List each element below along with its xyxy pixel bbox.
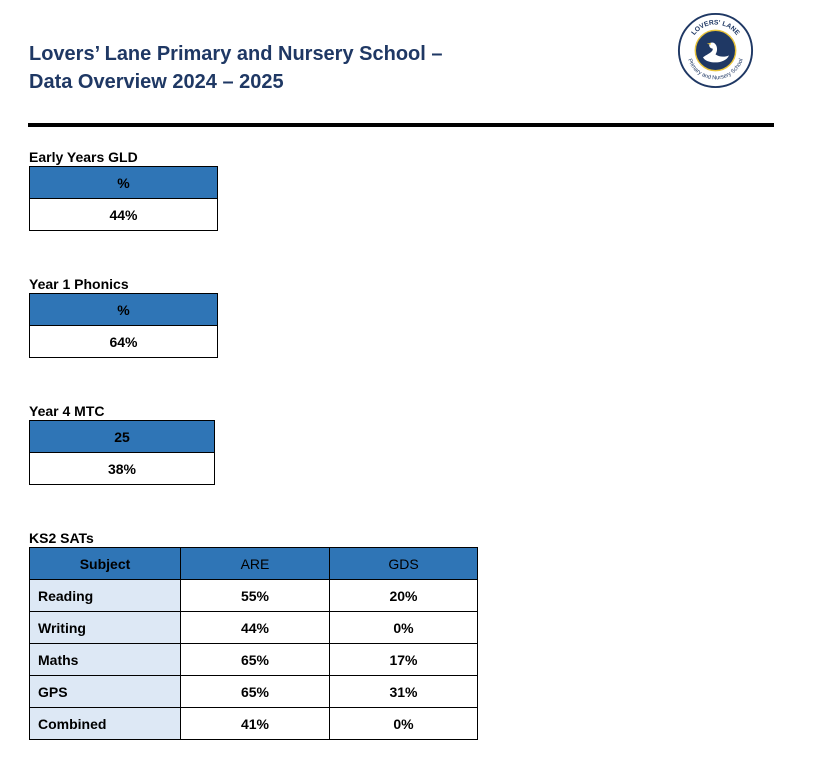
phonics-value: 64%: [29, 325, 218, 358]
table-row: Reading 55% 20%: [29, 579, 478, 612]
table-row: Combined 41% 0%: [29, 707, 478, 740]
ks2-gds-cell: 0%: [329, 611, 478, 644]
ks2-subject-cell: Combined: [29, 707, 181, 740]
header-divider: [28, 123, 774, 127]
title-line-1: Lovers’ Lane Primary and Nursery School …: [29, 43, 443, 65]
school-logo: LOVERS' LANE Primary and Nursery School: [677, 12, 754, 89]
ks2-col-are: ARE: [180, 547, 330, 580]
ks2-table: Subject ARE GDS Reading 55% 20% Writing …: [29, 547, 478, 740]
mtc-header: 25: [29, 420, 215, 453]
ks2-are-cell: 65%: [180, 675, 330, 708]
table-row: GPS 65% 31%: [29, 675, 478, 708]
mtc-label: Year 4 MTC: [29, 403, 105, 419]
ks2-subject-cell: Maths: [29, 643, 181, 676]
mtc-table: 25 38%: [29, 420, 215, 485]
ks2-gds-cell: 20%: [329, 579, 478, 612]
ks2-subject-cell: Writing: [29, 611, 181, 644]
swan-icon: [702, 42, 729, 63]
ks2-subject-cell: Reading: [29, 579, 181, 612]
early-years-label: Early Years GLD: [29, 149, 138, 165]
early-years-table: % 44%: [29, 166, 218, 231]
ks2-gds-cell: 0%: [329, 707, 478, 740]
early-years-header: %: [29, 166, 218, 199]
ks2-label: KS2 SATs: [29, 530, 94, 546]
ks2-subject-cell: GPS: [29, 675, 181, 708]
ks2-gds-cell: 31%: [329, 675, 478, 708]
phonics-table: % 64%: [29, 293, 218, 358]
title-line-2: Data Overview 2024 – 2025: [29, 71, 284, 93]
ks2-gds-cell: 17%: [329, 643, 478, 676]
ks2-are-cell: 44%: [180, 611, 330, 644]
early-years-value: 44%: [29, 198, 218, 231]
mtc-value: 38%: [29, 452, 215, 485]
table-row: Maths 65% 17%: [29, 643, 478, 676]
table-row: Writing 44% 0%: [29, 611, 478, 644]
ks2-are-cell: 55%: [180, 579, 330, 612]
ks2-col-subject: Subject: [29, 547, 181, 580]
ks2-are-cell: 65%: [180, 643, 330, 676]
phonics-header: %: [29, 293, 218, 326]
phonics-label: Year 1 Phonics: [29, 276, 129, 292]
page-title: Lovers’ Lane Primary and Nursery School …: [29, 40, 443, 96]
ks2-are-cell: 41%: [180, 707, 330, 740]
ks2-col-gds: GDS: [329, 547, 478, 580]
